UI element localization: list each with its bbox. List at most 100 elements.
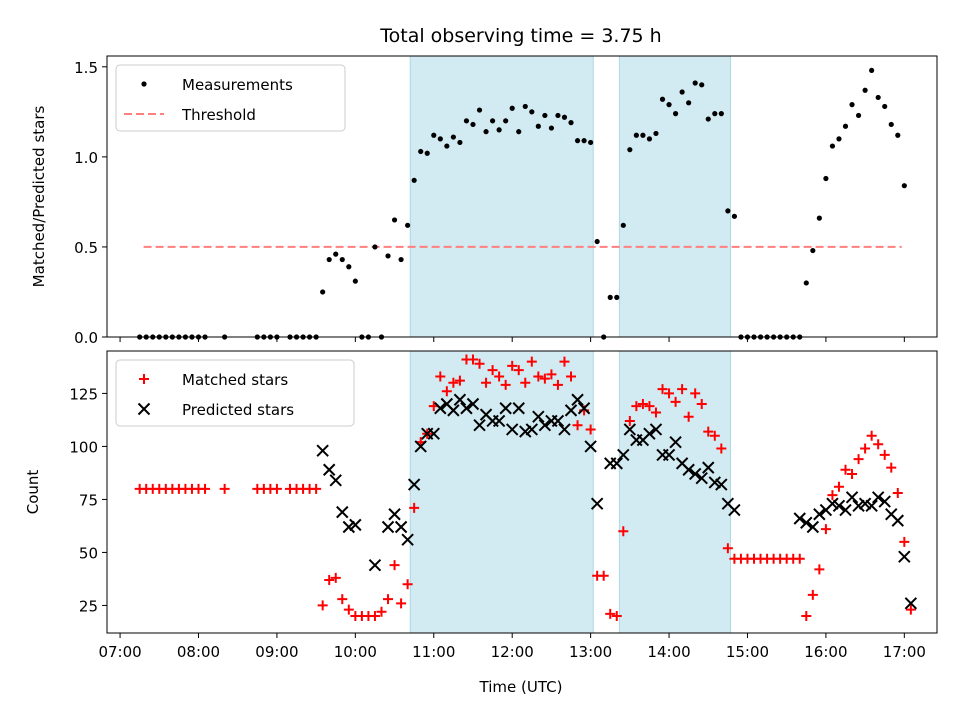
matched-star-point	[317, 600, 328, 611]
measurement-point	[529, 109, 535, 115]
matched-star-point	[448, 377, 459, 388]
measurement-point	[882, 103, 888, 110]
measurement-point	[431, 132, 437, 138]
x-tick-label: 08:00	[177, 643, 220, 661]
matched-star-point	[644, 401, 655, 412]
measurement-point	[333, 251, 339, 257]
matched-star-point	[814, 564, 825, 575]
predicted-star-point	[662, 448, 676, 462]
predicted-star-point	[447, 404, 460, 417]
predicted-star-point	[512, 402, 525, 415]
predicted-star-point	[453, 393, 467, 406]
matched-star-point	[566, 371, 577, 382]
matched-star-point	[494, 371, 505, 382]
predicted-star-point	[649, 423, 663, 436]
x-axis-label: Time (UTC)	[479, 678, 563, 696]
matched-star-point	[219, 483, 230, 494]
measurement-point	[411, 177, 417, 183]
matched-star-point	[703, 426, 714, 437]
y-tick-label: 0.5	[74, 239, 98, 257]
matched-star-point	[657, 384, 668, 395]
matched-star-point	[716, 443, 727, 454]
legend-label: Threshold	[181, 106, 256, 124]
predicted-star-point	[891, 514, 904, 527]
measurement-point	[607, 294, 613, 300]
shaded-interval	[618, 55, 731, 338]
matched-star-point	[827, 490, 838, 501]
matched-star-point	[467, 354, 478, 365]
predicted-star-point	[617, 448, 630, 462]
matched-star-point	[559, 356, 570, 367]
matched-star-point	[513, 365, 524, 376]
y-tick-label: 100	[69, 438, 98, 456]
matched-star-point	[820, 524, 831, 535]
y-tick-label: 75	[79, 491, 98, 509]
predicted-star-point	[564, 404, 578, 417]
predicted-star-point	[623, 423, 637, 436]
matched-star-point	[585, 424, 596, 435]
axes-frame	[106, 350, 938, 634]
measurement-point	[869, 67, 875, 74]
measurement-point	[535, 123, 541, 129]
measurement-point	[718, 111, 724, 117]
matched-star-point	[624, 415, 635, 426]
predicted-star-point	[336, 505, 349, 519]
matched-star-point	[389, 560, 400, 571]
measurement-point	[705, 116, 711, 122]
predicted-star-point	[695, 472, 708, 485]
predicted-star-point	[682, 463, 695, 476]
measurement-point	[679, 89, 685, 95]
matched-star-point	[631, 401, 642, 412]
matched-star-point	[873, 439, 884, 450]
measurement-point	[418, 148, 424, 155]
matched-star-point	[441, 386, 452, 397]
x-tick-label: 09:00	[255, 643, 298, 661]
legend-marker-matched	[139, 374, 149, 384]
measurement-point	[640, 132, 646, 138]
measurement-point	[842, 123, 849, 129]
measurement-point	[666, 102, 672, 108]
measurement-point	[548, 125, 555, 131]
matched-star-point	[409, 502, 420, 513]
legend-label: Measurements	[182, 76, 293, 94]
predicted-star-point	[434, 402, 447, 415]
measurement-point	[659, 96, 666, 102]
matched-star-point	[474, 358, 485, 369]
matched-star-point	[905, 604, 916, 615]
shaded-interval	[618, 350, 731, 634]
x-tick-label: 16:00	[804, 643, 847, 661]
predicted-star-point	[898, 550, 911, 563]
x-tick-label: 17:00	[883, 643, 926, 661]
predicted-star-point	[538, 419, 552, 432]
measurement-point	[588, 139, 594, 146]
measurement-point	[522, 103, 528, 110]
y-axis-label: Matched/Predicted stars	[30, 106, 48, 288]
measurement-point	[509, 105, 515, 111]
y-tick-label: 1.5	[74, 59, 98, 77]
measurement-point	[823, 175, 829, 182]
predicted-star-point	[525, 423, 539, 436]
measurement-point	[555, 112, 561, 119]
predicted-star-point	[839, 503, 852, 517]
predicted-star-point	[414, 440, 427, 453]
measurement-point	[516, 129, 522, 135]
predicted-star-point	[388, 508, 401, 521]
matched-star-point	[637, 399, 648, 410]
measurement-point	[692, 80, 698, 86]
predicted-star-point	[322, 463, 336, 476]
matched-star-point	[605, 608, 616, 619]
predicted-star-point	[551, 414, 565, 428]
legend-box	[115, 64, 346, 132]
matched-star-point	[369, 611, 380, 622]
matched-star-point	[271, 483, 282, 494]
matched-star-point	[886, 462, 897, 473]
measurement-point	[855, 112, 862, 119]
predicted-star-point	[571, 393, 584, 406]
measurement-point	[503, 118, 509, 124]
predicted-star-point	[590, 497, 604, 510]
measurement-point	[424, 150, 430, 156]
predicted-star-point	[473, 419, 486, 432]
matched-star-point	[507, 360, 518, 371]
matched-star-point	[833, 481, 844, 492]
measurement-point	[320, 289, 326, 295]
